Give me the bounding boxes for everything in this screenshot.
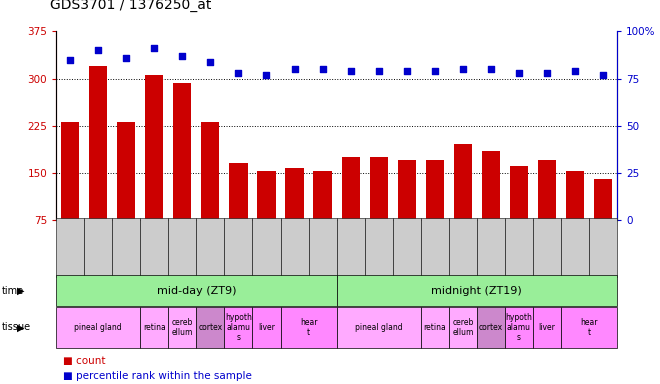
Point	[542, 70, 552, 76]
Text: hypoth
alamu
s: hypoth alamu s	[225, 313, 252, 341]
Point	[570, 68, 580, 74]
Text: cortex: cortex	[198, 323, 222, 332]
Text: tissue: tissue	[2, 322, 31, 333]
Text: hypoth
alamu
s: hypoth alamu s	[506, 313, 533, 341]
Bar	[510, 166, 528, 266]
Bar	[397, 160, 416, 266]
Point	[345, 68, 356, 74]
Bar	[117, 122, 135, 266]
Bar	[173, 83, 191, 266]
Text: ■ count: ■ count	[63, 356, 105, 366]
Text: liver: liver	[258, 323, 275, 332]
Point	[177, 53, 187, 59]
Bar	[566, 171, 584, 266]
Text: retina: retina	[143, 323, 166, 332]
Text: ▶: ▶	[17, 322, 24, 333]
Point	[261, 72, 272, 78]
Text: mid-day (ZT9): mid-day (ZT9)	[156, 286, 236, 296]
Bar	[257, 171, 276, 266]
Bar	[314, 171, 332, 266]
Bar	[453, 144, 472, 266]
Bar	[341, 157, 360, 266]
Text: cereb
ellum: cereb ellum	[172, 318, 193, 337]
Point	[93, 47, 104, 53]
Bar	[482, 151, 500, 266]
Bar	[61, 122, 79, 266]
Point	[233, 70, 244, 76]
Bar	[285, 167, 304, 266]
Point	[149, 45, 160, 51]
Point	[457, 66, 468, 72]
Bar	[426, 160, 444, 266]
Bar	[201, 122, 220, 266]
Bar	[89, 66, 108, 266]
Text: GDS3701 / 1376250_at: GDS3701 / 1376250_at	[50, 0, 211, 12]
Text: pineal gland: pineal gland	[75, 323, 122, 332]
Point	[121, 55, 131, 61]
Text: midnight (ZT19): midnight (ZT19)	[432, 286, 522, 296]
Bar	[145, 75, 164, 266]
Point	[289, 66, 300, 72]
Point	[513, 70, 524, 76]
Bar	[370, 157, 388, 266]
Text: retina: retina	[424, 323, 446, 332]
Point	[430, 68, 440, 74]
Text: hear
t: hear t	[580, 318, 598, 337]
Text: liver: liver	[539, 323, 556, 332]
Point	[65, 57, 75, 63]
Text: ■ percentile rank within the sample: ■ percentile rank within the sample	[63, 371, 251, 381]
Bar	[229, 163, 248, 266]
Point	[317, 66, 328, 72]
Point	[374, 68, 384, 74]
Bar	[594, 179, 612, 266]
Text: pineal gland: pineal gland	[355, 323, 403, 332]
Point	[205, 58, 216, 65]
Text: time: time	[2, 286, 24, 296]
Point	[598, 72, 609, 78]
Bar	[538, 160, 556, 266]
Text: cortex: cortex	[478, 323, 503, 332]
Point	[486, 66, 496, 72]
Text: hear
t: hear t	[300, 318, 317, 337]
Text: ▶: ▶	[17, 286, 24, 296]
Point	[401, 68, 412, 74]
Text: cereb
ellum: cereb ellum	[452, 318, 473, 337]
